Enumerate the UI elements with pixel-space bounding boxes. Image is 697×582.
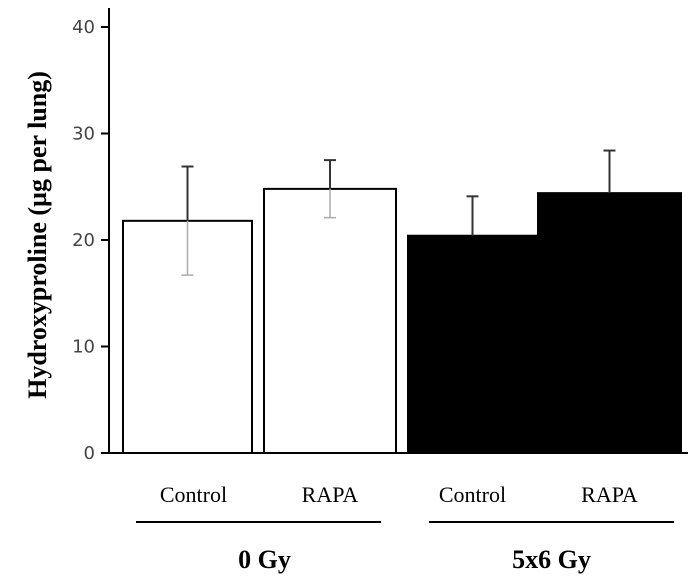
y-axis-title: Hydroxyproline (µg per lung): [23, 71, 52, 399]
y-tick-label: 20: [72, 230, 95, 251]
category-label: Control: [439, 482, 506, 507]
bar: [263, 187, 397, 454]
category-labels: Control RAPA Control RAPA: [160, 482, 638, 507]
y-tick-label: 30: [72, 124, 95, 145]
y-axis-ticks: 0 10 20 30 40: [72, 17, 109, 464]
error-bars: [181, 149, 616, 276]
category-label: RAPA: [581, 482, 638, 507]
category-label: Control: [160, 482, 227, 507]
group-label: 5x6 Gy: [512, 545, 591, 574]
bars: [122, 187, 682, 454]
category-label: RAPA: [302, 482, 359, 507]
y-tick-label: 40: [72, 17, 95, 38]
group-labels: 0 Gy 5x6 Gy: [136, 521, 674, 574]
y-tick-label: 10: [72, 337, 95, 358]
group-label: 0 Gy: [238, 545, 291, 574]
y-tick-label: 0: [84, 443, 95, 464]
